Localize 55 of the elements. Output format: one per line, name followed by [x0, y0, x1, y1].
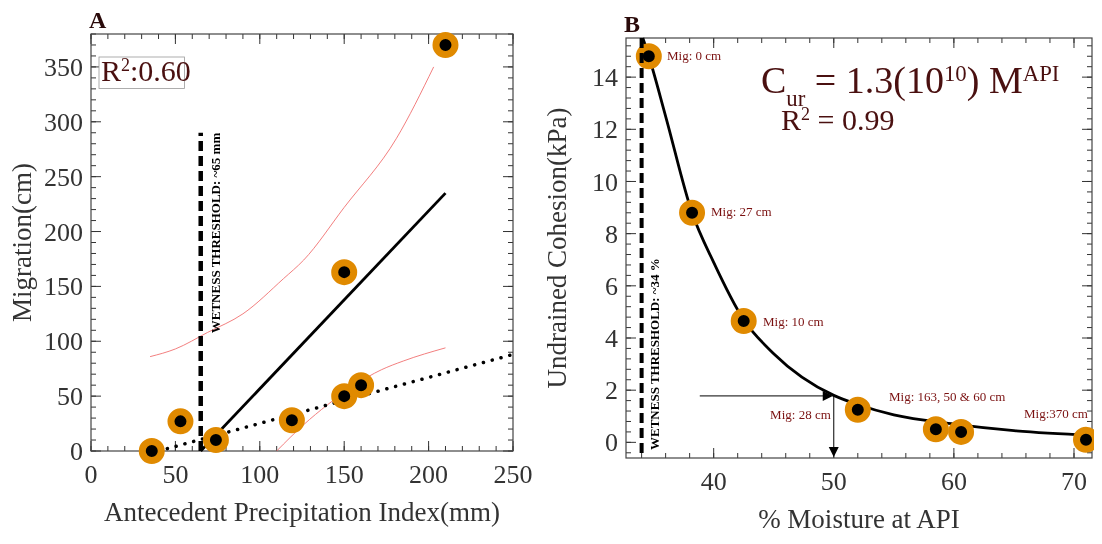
y-tick-label: 150 [44, 272, 83, 302]
x-tick-label: 250 [493, 460, 533, 489]
y-tick-label: 2 [605, 376, 618, 406]
chart-title: B [624, 11, 641, 37]
point [331, 383, 358, 410]
x-tick-label: 100 [240, 460, 280, 489]
point [348, 372, 375, 399]
y-tick-label: 200 [44, 217, 83, 247]
y-tick-label: 8 [605, 219, 618, 249]
y-tick-label: 0 [70, 437, 83, 467]
x-tick-label: 70 [1060, 467, 1087, 496]
y-tick-label: 6 [605, 271, 618, 301]
y-tick-label: 10 [592, 167, 618, 197]
point [331, 259, 358, 286]
y-tick-label: 250 [44, 162, 83, 192]
x-tick-label: 40 [700, 467, 727, 496]
y-tick-label: 300 [44, 107, 83, 137]
annotation: R$^{2}$:0.60 [101, 54, 191, 87]
point [922, 416, 949, 443]
y-tick-label: 100 [44, 327, 83, 357]
annotation: Mig: 28 cm [770, 406, 831, 422]
y-tick-label: 14 [592, 63, 618, 93]
point [432, 31, 459, 58]
x-tick-label: 50 [162, 460, 189, 489]
point [202, 427, 229, 454]
annotation: WETNESS THRESHOLD: ~65 mm [207, 132, 223, 334]
x-tick-label: 200 [409, 460, 449, 489]
point [948, 418, 975, 445]
point [635, 43, 662, 70]
x-tick-label: 150 [324, 460, 364, 489]
y-tick-label: 12 [592, 115, 618, 145]
y-tick-label: 4 [605, 324, 618, 354]
ref-line-label: WETNESS THRESHOLD: ~34 % [646, 258, 662, 450]
y-tick-label: 50 [57, 382, 83, 412]
y-tick-label: 350 [44, 53, 83, 83]
x-axis-title: Antecedent Precipitation Index(mm) [104, 497, 500, 527]
point [730, 308, 757, 335]
y-tick-label: 0 [605, 428, 618, 458]
point [844, 396, 871, 423]
annotation: Mig: 27 cm [711, 204, 772, 219]
point [167, 408, 194, 435]
point [138, 438, 165, 464]
annotation: Mig: 0 cm [667, 48, 722, 63]
chart-title: A [89, 7, 107, 33]
y-axis-title: Migration(cm) [7, 163, 37, 322]
x-tick-label: 60 [940, 467, 967, 496]
point [278, 407, 305, 434]
line-series [276, 347, 446, 452]
point [679, 199, 706, 226]
x-axis-title: % Moisture at API [758, 504, 960, 534]
annotation: Mig:370 cm [1024, 406, 1088, 421]
annotation: Mig: 10 cm [763, 314, 824, 329]
x-tick-label: 50 [820, 467, 847, 496]
y-axis-title: Undrained Cohesion(kPa) [542, 107, 572, 389]
annotation: Mig: 163, 50 & 60 cm [889, 389, 1006, 404]
